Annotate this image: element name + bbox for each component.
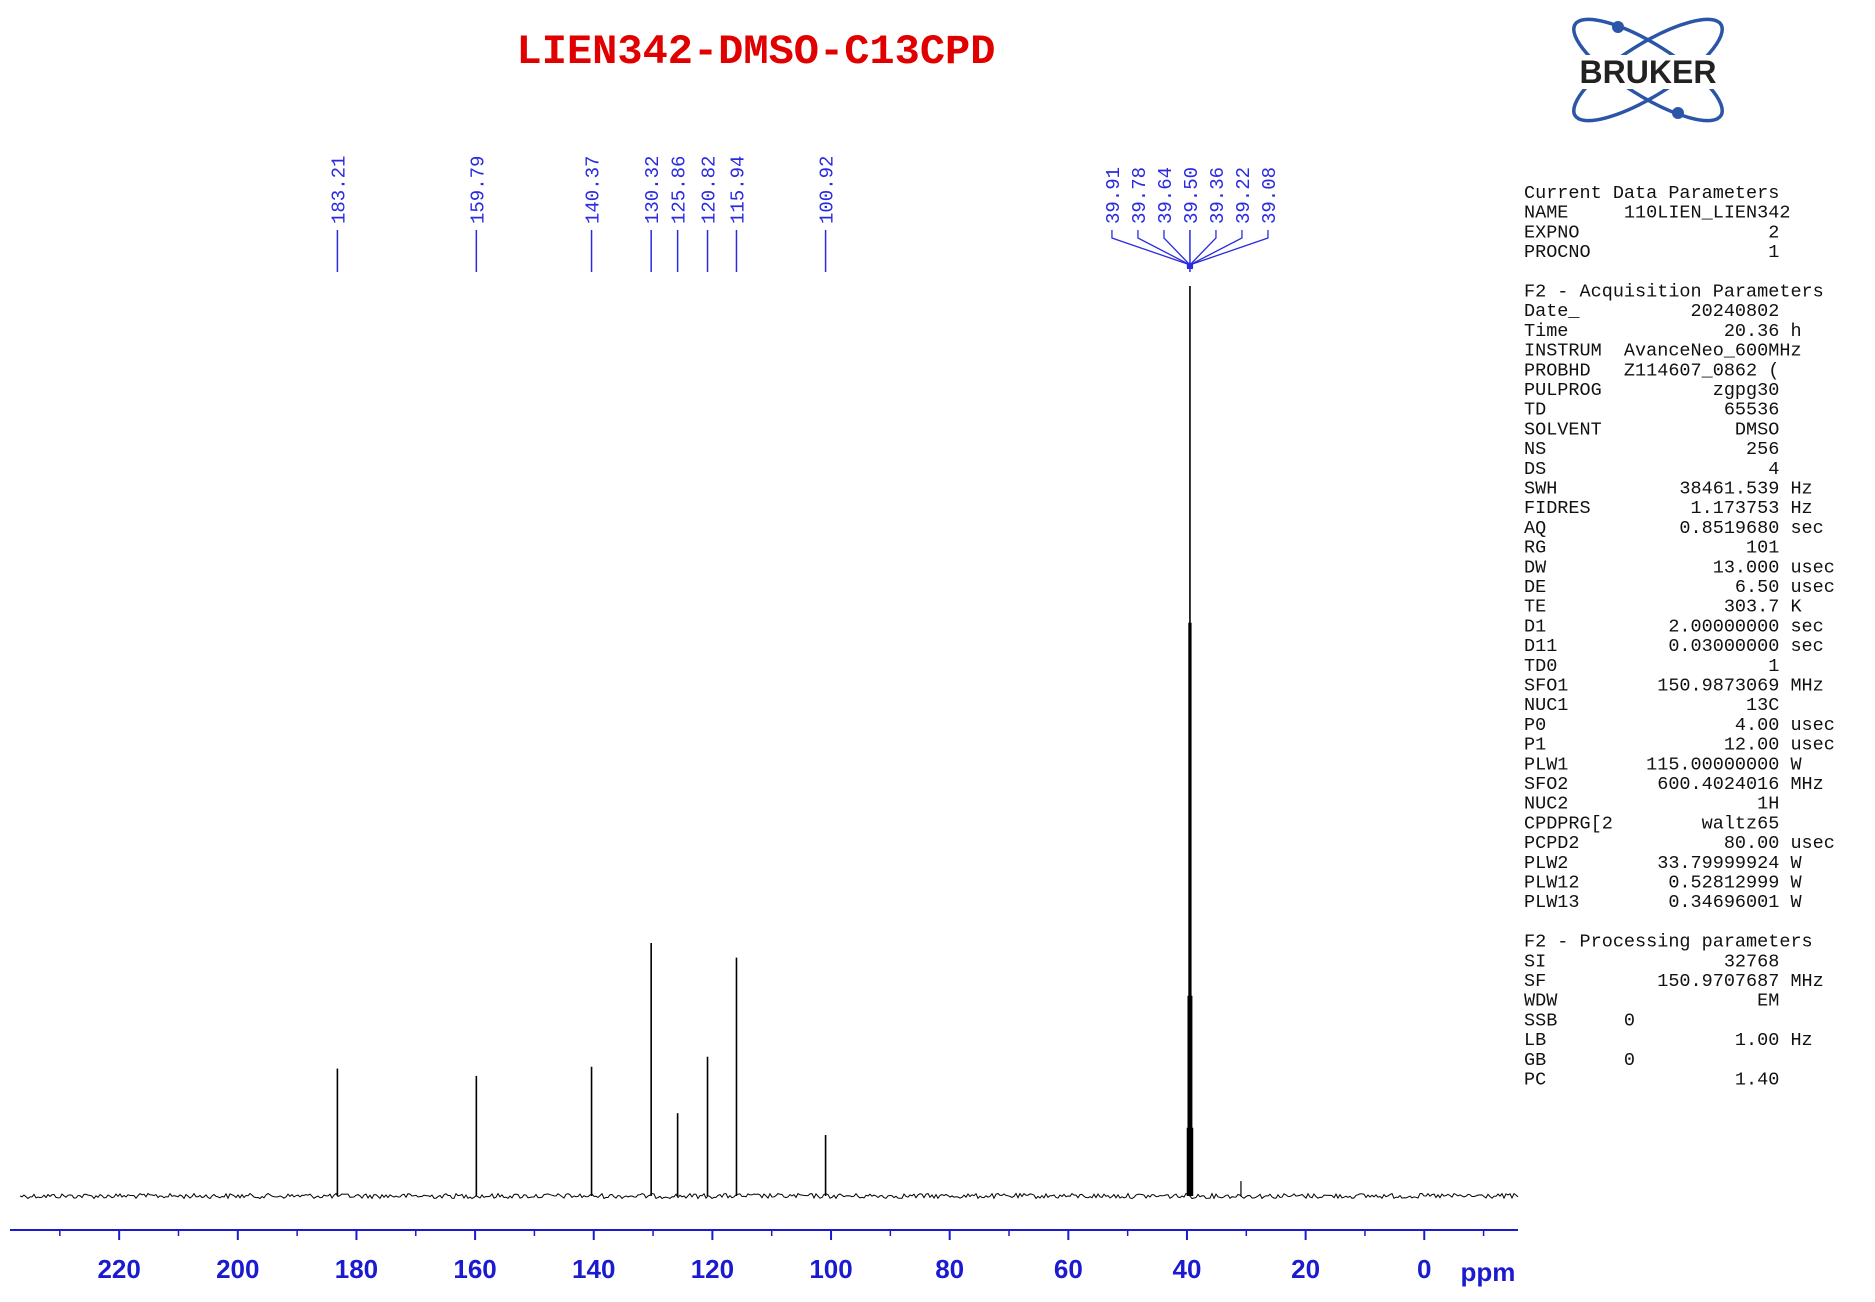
parameter-line: SWH 38461.539 Hz	[1524, 479, 1813, 500]
parameter-line: SFO1 150.9873069 MHz	[1524, 676, 1824, 697]
peak-label: 39.91	[1103, 167, 1125, 224]
parameter-line: GB 0	[1524, 1050, 1635, 1071]
parameter-line: TE 303.7 K	[1524, 597, 1802, 618]
parameter-line: SOLVENT DMSO	[1524, 419, 1779, 440]
parameter-line: RG 101	[1524, 538, 1779, 559]
peak-label: 39.78	[1129, 167, 1151, 224]
peak-label: 39.50	[1181, 167, 1203, 224]
parameter-line: PLW12 0.52812999 W	[1524, 873, 1802, 894]
parameter-line: DE 6.50 usec	[1524, 577, 1835, 598]
peak-label: 39.22	[1233, 167, 1255, 224]
parameter-line: PCPD2 80.00 usec	[1524, 833, 1835, 854]
parameter-line: SI 32768	[1524, 951, 1779, 972]
x-tick-label: 220	[97, 1254, 140, 1284]
parameter-line: Date_ 20240802	[1524, 301, 1779, 322]
peak-label: 39.36	[1207, 167, 1229, 224]
x-tick-label: 200	[216, 1254, 259, 1284]
logo-orbit	[1572, 17, 1724, 123]
logo-dot	[1672, 107, 1684, 119]
parameter-line: D11 0.03000000 sec	[1524, 636, 1824, 657]
parameter-line: PC 1.40	[1524, 1070, 1779, 1091]
baseline-noise	[19, 1192, 1519, 1200]
x-tick-label: 180	[335, 1254, 378, 1284]
parameter-line: PROBHD Z114607_0862 (	[1524, 360, 1779, 381]
peak-label: 125.86	[669, 156, 691, 224]
x-tick-label: 20	[1291, 1254, 1320, 1284]
x-tick-label: 160	[453, 1254, 496, 1284]
peak-label: 115.94	[727, 156, 749, 224]
parameter-line: FIDRES 1.173753 Hz	[1524, 498, 1813, 519]
parameter-line: DS 4	[1524, 459, 1779, 480]
parameter-line: AQ 0.8519680 sec	[1524, 518, 1824, 539]
logo-text: BRUKER	[1580, 54, 1717, 90]
logo: BRUKER	[1553, 17, 1743, 123]
parameter-line: LB 1.00 Hz	[1524, 1030, 1813, 1051]
parameter-line: TD0 1	[1524, 656, 1779, 677]
parameter-line: SF 150.9707687 MHz	[1524, 971, 1824, 992]
x-tick-label: 80	[935, 1254, 964, 1284]
parameter-line: SFO2 600.4024016 MHz	[1524, 774, 1824, 795]
parameter-line: SSB 0	[1524, 1010, 1635, 1031]
peak-label: 39.08	[1259, 167, 1281, 224]
x-tick-label: 100	[809, 1254, 852, 1284]
peak-label: 100.92	[817, 156, 839, 224]
peak-label: 183.21	[328, 156, 350, 224]
parameter-section-title: Current Data Parameters	[1524, 183, 1779, 204]
x-tick-label: 140	[572, 1254, 615, 1284]
parameter-line: WDW EM	[1524, 991, 1779, 1012]
parameter-line: NUC2 1H	[1524, 794, 1779, 815]
logo-backing	[1553, 55, 1743, 89]
peak-label: 159.79	[467, 156, 489, 224]
x-tick-label: 120	[691, 1254, 734, 1284]
peak-connector	[1111, 230, 1189, 268]
parameter-line: PROCNO 1	[1524, 242, 1779, 263]
parameter-line: NS 256	[1524, 439, 1779, 460]
x-tick-label: 60	[1054, 1254, 1083, 1284]
peak-label: 130.32	[642, 156, 664, 224]
peak-label: 39.64	[1155, 167, 1177, 224]
peak-label: 120.82	[699, 156, 721, 224]
parameter-line: PLW2 33.79999924 W	[1524, 853, 1802, 874]
logo-dot	[1612, 21, 1624, 33]
logo-orbit	[1572, 17, 1724, 123]
parameter-line: PULPROG zgpg30	[1524, 380, 1779, 401]
parameter-line: PLW1 115.00000000 W	[1524, 754, 1802, 775]
parameter-line: NUC1 13C	[1524, 695, 1779, 716]
peak-cluster-marker	[1186, 263, 1193, 269]
parameter-line: EXPNO 2	[1524, 222, 1779, 243]
parameter-line: TD 65536	[1524, 400, 1779, 421]
peak-connector	[1191, 230, 1269, 268]
parameter-line: P0 4.00 usec	[1524, 715, 1835, 736]
x-axis-label: ppm	[1461, 1257, 1516, 1287]
chart-title: LIEN342-DMSO-C13CPD	[517, 28, 996, 76]
parameter-section-title: F2 - Processing parameters	[1524, 932, 1813, 953]
parameter-line: CPDPRG[2 waltz65	[1524, 813, 1779, 834]
parameter-line: Time 20.36 h	[1524, 321, 1802, 342]
parameter-line: P1 12.00 usec	[1524, 735, 1835, 756]
peak-label: 140.37	[583, 156, 605, 224]
parameter-line: DW 13.000 usec	[1524, 557, 1835, 578]
parameter-line: INSTRUM AvanceNeo_600MHz	[1524, 341, 1802, 362]
peak-labels: 183.21 159.79 140.37 130.32 125.86 120.82 115.…	[328, 156, 1281, 272]
parameter-line: D1 2.00000000 sec	[1524, 616, 1824, 637]
parameter-line: PLW13 0.34696001 W	[1524, 892, 1802, 913]
parameter-line: NAME 110LIEN_LIEN342	[1524, 203, 1790, 224]
x-tick-label: 40	[1173, 1254, 1202, 1284]
parameter-section-title: F2 - Acquisition Parameters	[1524, 282, 1824, 303]
x-tick-label: 0	[1417, 1254, 1431, 1284]
